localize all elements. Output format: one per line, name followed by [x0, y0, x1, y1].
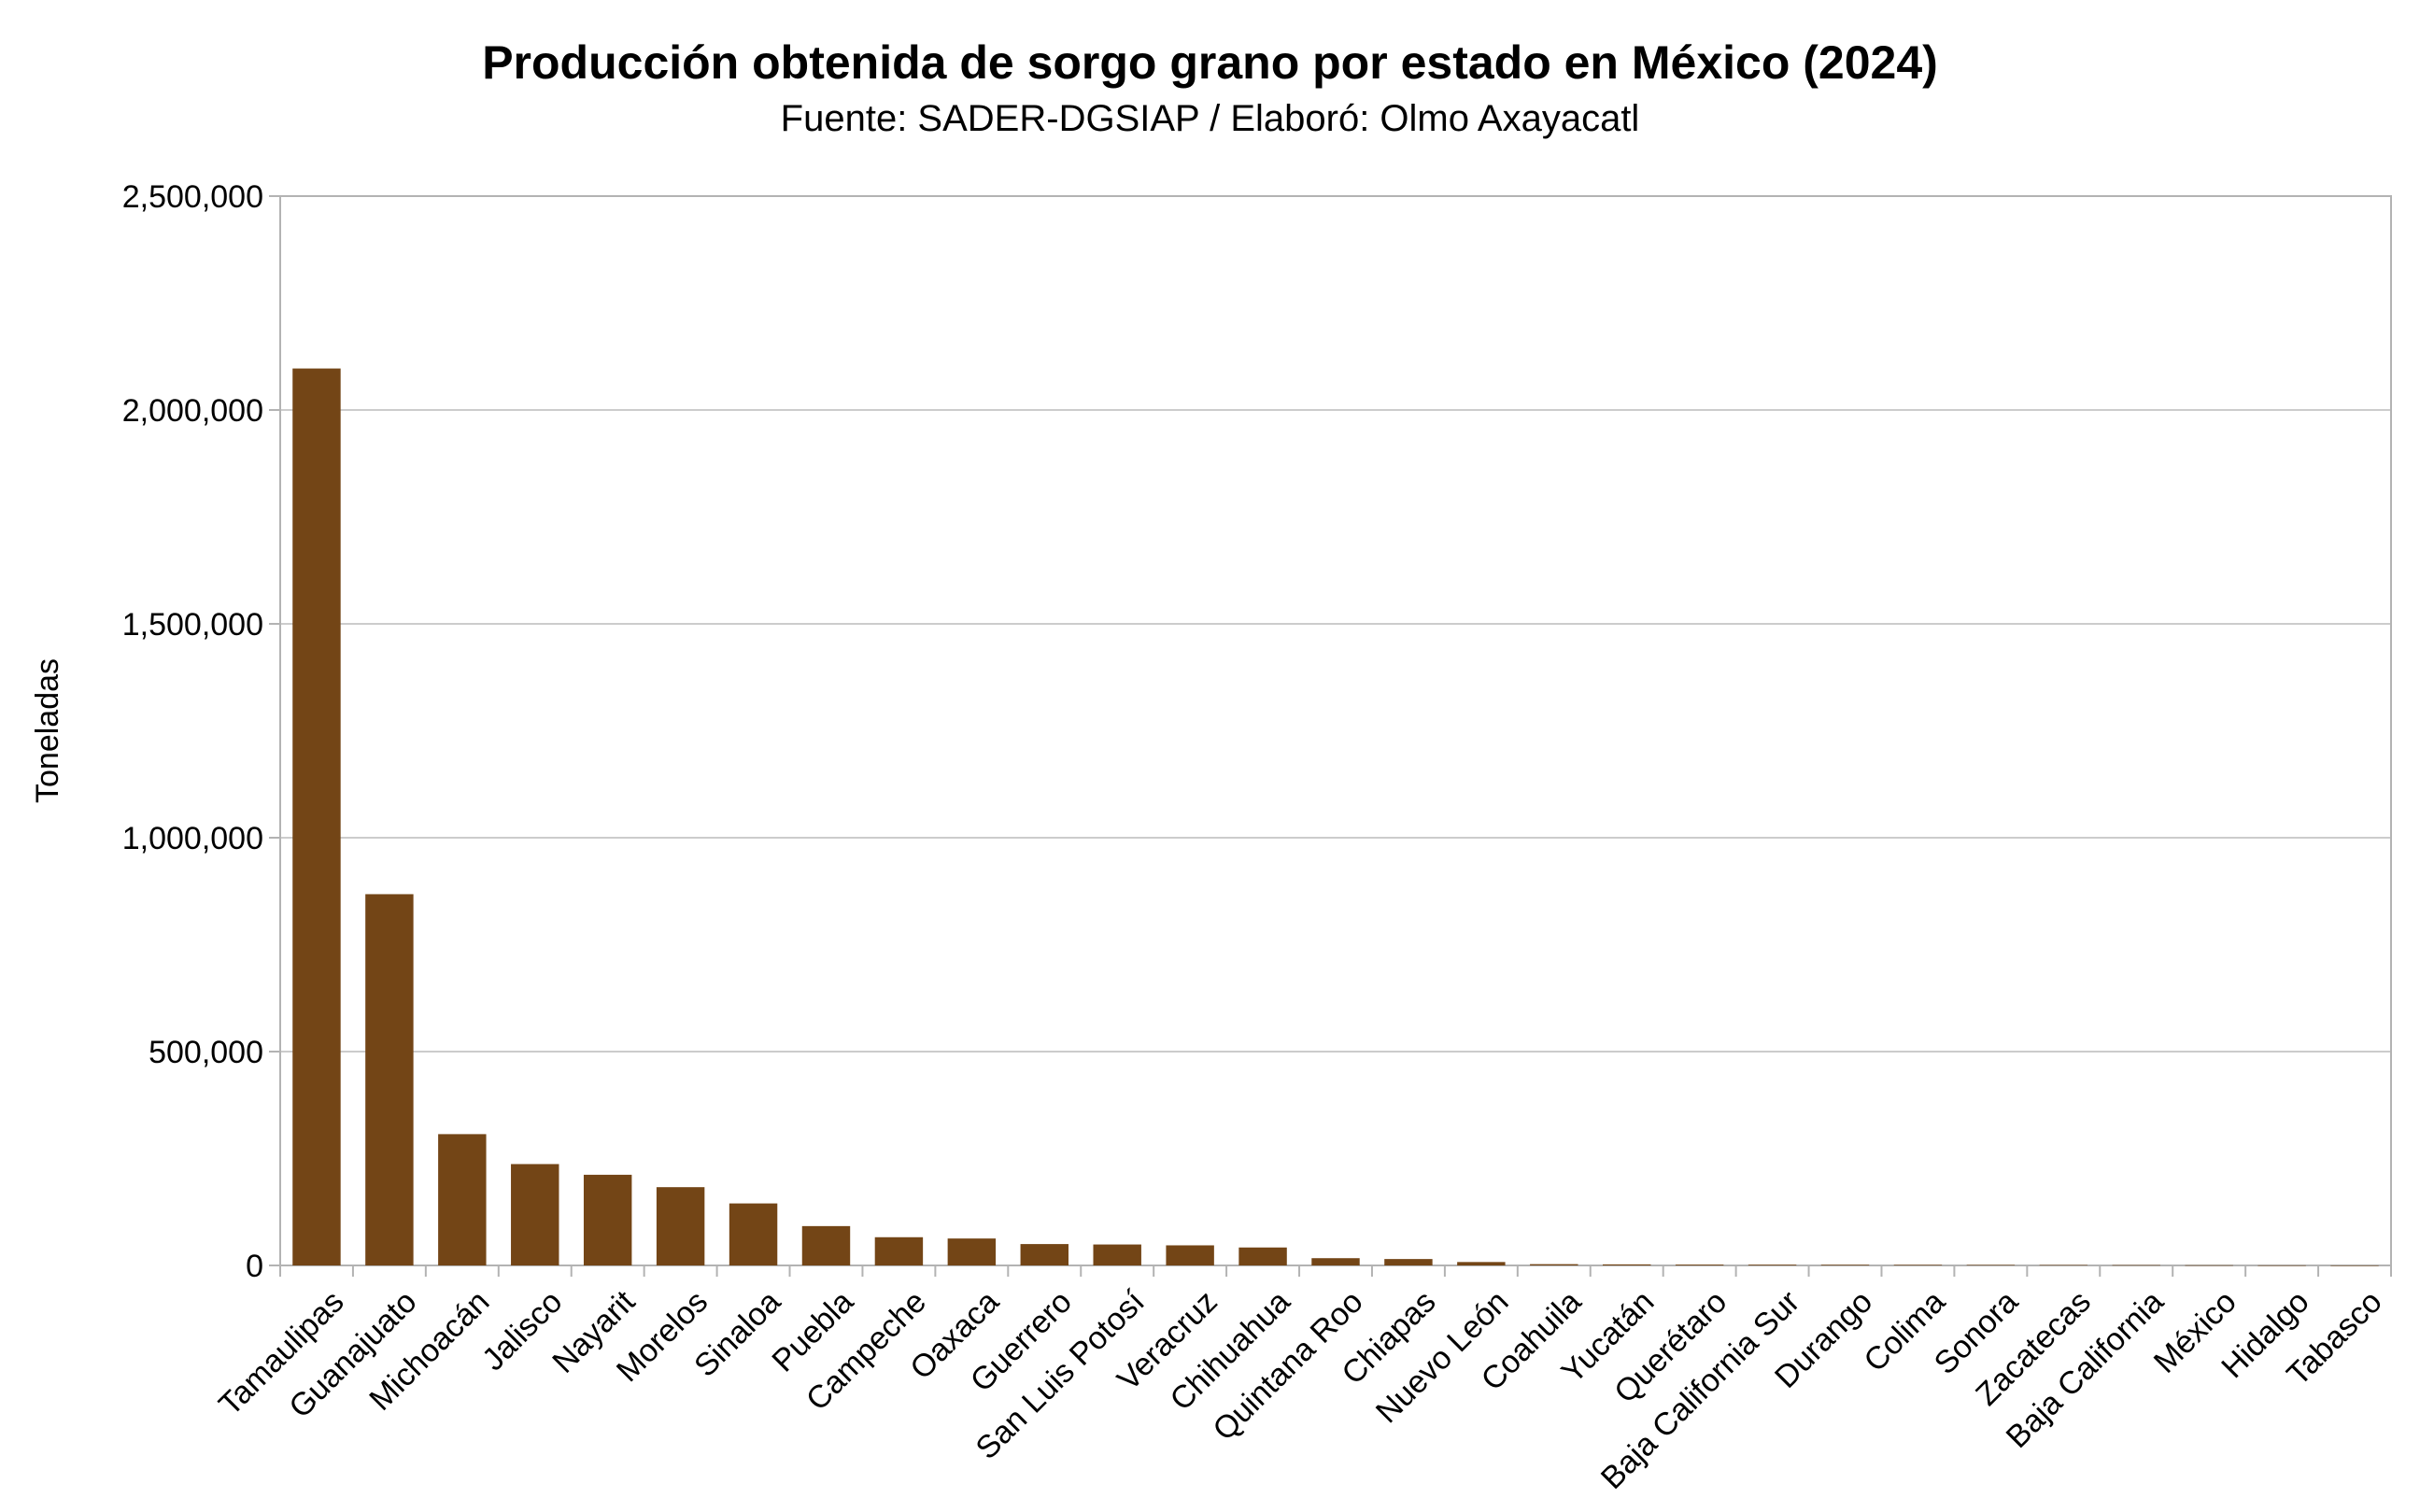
- plot-area-frame: [279, 195, 2392, 1266]
- bar: [292, 368, 341, 1266]
- bar: [1166, 1245, 1214, 1265]
- bar: [583, 1174, 632, 1265]
- bar: [801, 1225, 851, 1265]
- y-axis-ticks: 0 500,000 1,000,000 1,500,000 2,000,000 2,500…: [122, 179, 280, 1284]
- y-tick-label: 2,500,000: [122, 179, 263, 215]
- bar: [365, 894, 414, 1265]
- bars: [292, 368, 2379, 1266]
- y-tick-label: 500,000: [149, 1035, 263, 1070]
- bar: [1311, 1258, 1360, 1265]
- bar: [1093, 1244, 1141, 1265]
- y-tick-label: 1,500,000: [122, 607, 263, 643]
- bar: [2185, 1265, 2233, 1266]
- bar: [1238, 1247, 1287, 1265]
- gridlines: [280, 195, 2391, 1266]
- bar: [2330, 1265, 2379, 1266]
- chart-subtitle: Fuente: SADER-DGSIAP / Elaboró: Olmo Axa…: [780, 98, 1640, 139]
- bar: [1457, 1262, 1506, 1265]
- y-tick-label: 0: [246, 1249, 263, 1284]
- y-axis-label: Toneladas: [30, 658, 65, 803]
- y-tick-label: 1,000,000: [122, 821, 263, 856]
- x-axis-labels: TamaulipasGuanajuatoMichoacánJaliscoNaya…: [212, 1265, 2392, 1496]
- bar: [874, 1236, 924, 1265]
- bar: [1020, 1244, 1068, 1265]
- bar: [438, 1134, 487, 1265]
- bar: [2112, 1265, 2160, 1266]
- bar: [947, 1238, 997, 1265]
- y-tick-label: 2,000,000: [122, 393, 263, 429]
- bar: [1384, 1259, 1433, 1265]
- bar: [729, 1203, 778, 1265]
- bar: [511, 1164, 559, 1265]
- bar: [656, 1187, 705, 1265]
- chart-title: Producción obtenida de sorgo grano por e…: [482, 36, 1938, 89]
- bar: [2039, 1265, 2088, 1266]
- bar: [2257, 1265, 2306, 1266]
